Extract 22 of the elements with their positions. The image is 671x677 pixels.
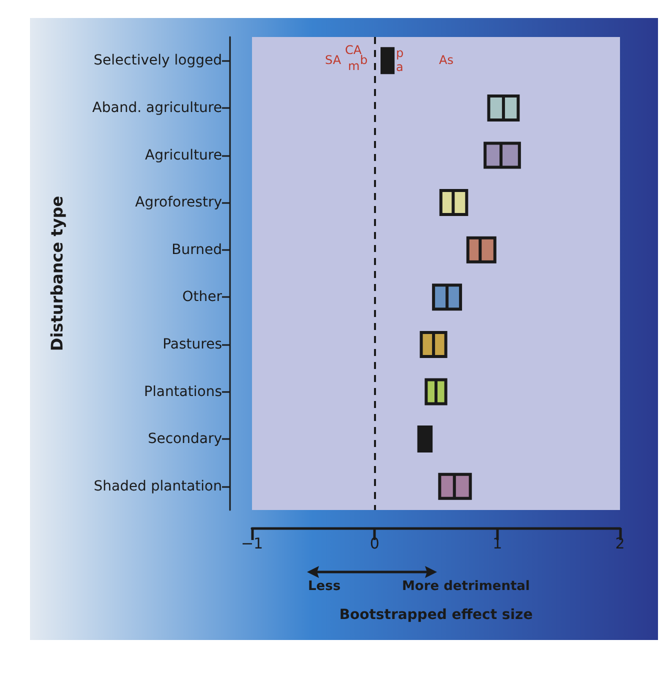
- annotation: m: [348, 59, 360, 73]
- annotation: CA: [345, 43, 362, 57]
- annotation: p: [396, 46, 404, 60]
- y-tick-label: Burned: [172, 242, 222, 258]
- text: More detrimental: [402, 579, 530, 594]
- annotation: b: [360, 53, 368, 67]
- x-tick-label: −1: [240, 534, 264, 552]
- y-axis-title: Disturbance type: [48, 196, 66, 352]
- y-tick-label: Other: [182, 289, 222, 306]
- y-tick-label: Shaded plantation: [94, 478, 222, 494]
- y-tick-label: Pastures: [162, 336, 222, 352]
- y-tick-label: Agriculture: [145, 147, 222, 164]
- annotation: a: [396, 60, 404, 74]
- y-tick-label: Agroforestry: [135, 194, 222, 211]
- annotation: As: [439, 53, 454, 67]
- annotation: SA: [325, 53, 342, 67]
- y-tick-label: Selectively logged: [94, 52, 222, 69]
- y-tick-label: Plantations: [144, 384, 222, 400]
- y-tick-label: Aband. agriculture: [92, 100, 222, 116]
- text: Less: [308, 579, 341, 594]
- x-axis-title: Bootstrapped effect size: [339, 607, 533, 623]
- y-tick-label: Secondary: [148, 431, 222, 448]
